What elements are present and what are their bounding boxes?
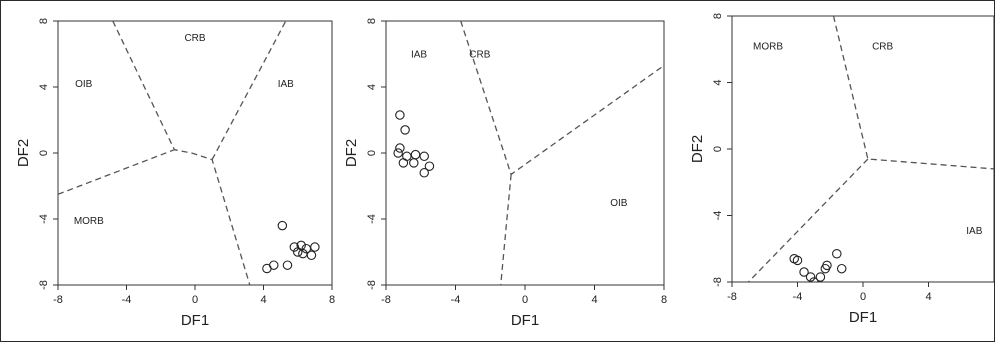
x-tick-label: 4 [925, 291, 931, 303]
x-tick-label: 0 [192, 294, 198, 306]
sample-point [409, 158, 419, 168]
sample-point [395, 143, 405, 153]
y-axis-label: DF2 [15, 139, 32, 167]
field-boundary-line [460, 21, 664, 176]
sample-point [282, 260, 293, 270]
sample-point [410, 149, 421, 160]
region-label: CRB [184, 33, 205, 44]
field-boundary-line [747, 158, 869, 282]
x-tick-label: -8 [727, 291, 737, 303]
sample-point [424, 161, 435, 171]
sample-point [832, 248, 842, 259]
field-boundary-line [832, 16, 994, 170]
y-tick-label: 8 [366, 18, 378, 24]
sample-point [836, 263, 847, 274]
x-axis-label: DF1 [849, 309, 877, 326]
region-label: IAB [411, 49, 427, 60]
x-tick-label: 0 [522, 294, 528, 306]
sample-point [792, 255, 803, 266]
sample-point [805, 272, 816, 282]
sample-point [310, 242, 320, 252]
plot-box [385, 20, 665, 286]
sample-point [419, 168, 429, 178]
y-tick-label: -4 [38, 214, 50, 224]
sample-point [306, 250, 317, 261]
x-tick-label: -8 [53, 294, 63, 306]
x-tick-label: -4 [122, 294, 132, 306]
x-tick-label: 0 [860, 291, 866, 303]
panel-3: -8 -4 0 4 -8 -4 0 4 8 DF1 DF2 MORB CRB IAB [689, 13, 995, 326]
sample-point [262, 263, 272, 274]
field-boundary-line [500, 174, 512, 285]
x-tick-label: 8 [661, 294, 667, 306]
panel-1: -8 -4 0 4 8 -8 -4 0 4 8 DF1 DF2 CRB OIB IAB MORB [15, 18, 335, 329]
sample-point [822, 260, 832, 271]
sample-point [815, 272, 826, 282]
x-tick-label: -4 [451, 294, 461, 306]
y-tick-label: 8 [38, 18, 50, 24]
region-label: MORB [74, 216, 104, 227]
sample-point [809, 277, 819, 282]
x-tick-label: -4 [793, 291, 803, 303]
y-tick-label: 4 [38, 84, 50, 90]
sample-point [393, 148, 403, 158]
sample-point [277, 220, 288, 231]
region-label: IAB [966, 226, 982, 237]
sample-point [398, 158, 409, 168]
region-label: IAB [278, 79, 294, 90]
x-tick-label: 4 [260, 294, 266, 306]
y-tick-label: 0 [366, 150, 378, 156]
x-axis-label: DF1 [181, 312, 209, 329]
field-boundary-line [112, 21, 251, 285]
sample-point [395, 110, 405, 120]
region-label: OIB [610, 198, 628, 209]
y-tick-label: -8 [38, 280, 50, 290]
region-label: OIB [75, 79, 93, 90]
field-boundary-line [211, 21, 287, 160]
y-tick-label: 0 [712, 146, 724, 152]
sample-point [289, 242, 300, 252]
y-tick-label: -4 [366, 214, 378, 224]
sample-point [292, 247, 303, 257]
y-axis-label: DF2 [343, 139, 360, 167]
y-tick-label: 4 [712, 79, 724, 85]
y-tick-label: -4 [712, 211, 724, 221]
x-tick-label: 4 [591, 294, 597, 306]
region-label: CRB [469, 49, 490, 60]
x-tick-label: 8 [329, 294, 335, 306]
panel-2: -8 -4 0 4 8 -8 -4 0 4 8 DF1 DF2 IAB CRB OIB [343, 18, 667, 329]
y-tick-label: 4 [366, 84, 378, 90]
y-axis-label: DF2 [689, 135, 706, 163]
field-boundary-line [58, 149, 175, 195]
x-axis-label: DF1 [511, 312, 539, 329]
x-tick-label: -8 [381, 294, 391, 306]
y-tick-label: 0 [38, 150, 50, 156]
y-tick-label: -8 [366, 280, 378, 290]
y-tick-label: 8 [712, 13, 724, 19]
region-label: MORB [753, 41, 783, 52]
sample-point [799, 267, 809, 277]
plot-box [731, 15, 995, 283]
sample-point [419, 151, 429, 162]
sample-point [400, 125, 410, 135]
region-label: CRB [872, 41, 893, 52]
y-tick-label: -8 [712, 277, 724, 287]
